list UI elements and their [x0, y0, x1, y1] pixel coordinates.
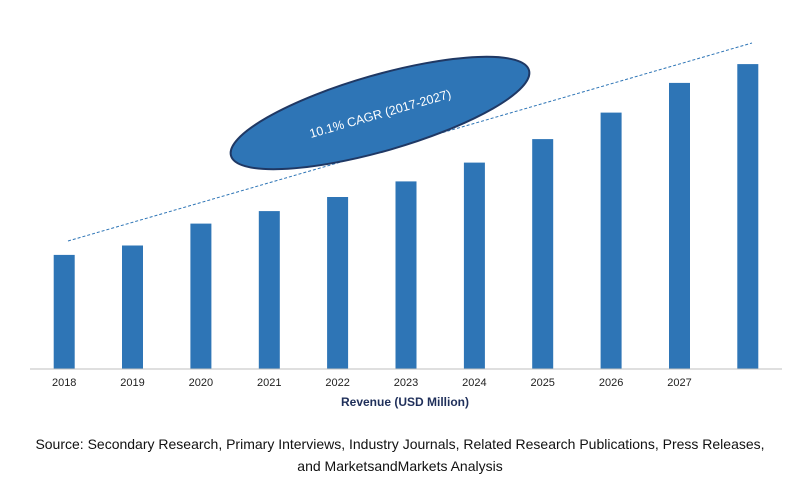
x-tick-label: 2025	[530, 377, 554, 389]
x-tick-label: 2023	[394, 377, 418, 389]
bar-series	[53, 64, 759, 370]
x-axis-title: Revenue (USD Million)	[341, 395, 469, 409]
cagr-ellipse	[229, 55, 531, 171]
x-tick-label: 2020	[189, 377, 213, 389]
bar-2024	[463, 162, 485, 369]
x-tick-label: 2022	[325, 377, 349, 389]
bar-2021	[258, 211, 280, 369]
cagr-annotation: 10.1% CAGR (2017-2027)	[229, 55, 531, 171]
x-tick-labels: 2018 2019 2020 2021 2022 2023 2024 2025 2026 2027	[52, 377, 692, 389]
x-tick-label: 2027	[667, 377, 691, 389]
bar-2019	[122, 245, 143, 369]
bar-2020	[190, 223, 212, 369]
source-line-1: Source: Secondary Research, Primary Inte…	[35, 436, 765, 452]
bar-2022	[327, 197, 349, 369]
bar-2023	[395, 181, 417, 369]
x-tick-label: 2021	[257, 377, 281, 389]
bar-2018	[53, 254, 75, 369]
source-note: Source: Secondary Research, Primary Inte…	[0, 433, 800, 477]
bar-2027	[669, 82, 690, 370]
x-tick-label: 2018	[52, 377, 76, 389]
x-tick-label: 2019	[120, 377, 144, 389]
x-tick-label: 2026	[599, 377, 623, 389]
bar-unlabeled	[737, 64, 759, 369]
bar-2026	[600, 112, 622, 369]
x-tick-label: 2024	[462, 377, 486, 389]
source-line-2: and MarketsandMarkets Analysis	[297, 458, 503, 474]
bar-2025	[532, 139, 554, 369]
